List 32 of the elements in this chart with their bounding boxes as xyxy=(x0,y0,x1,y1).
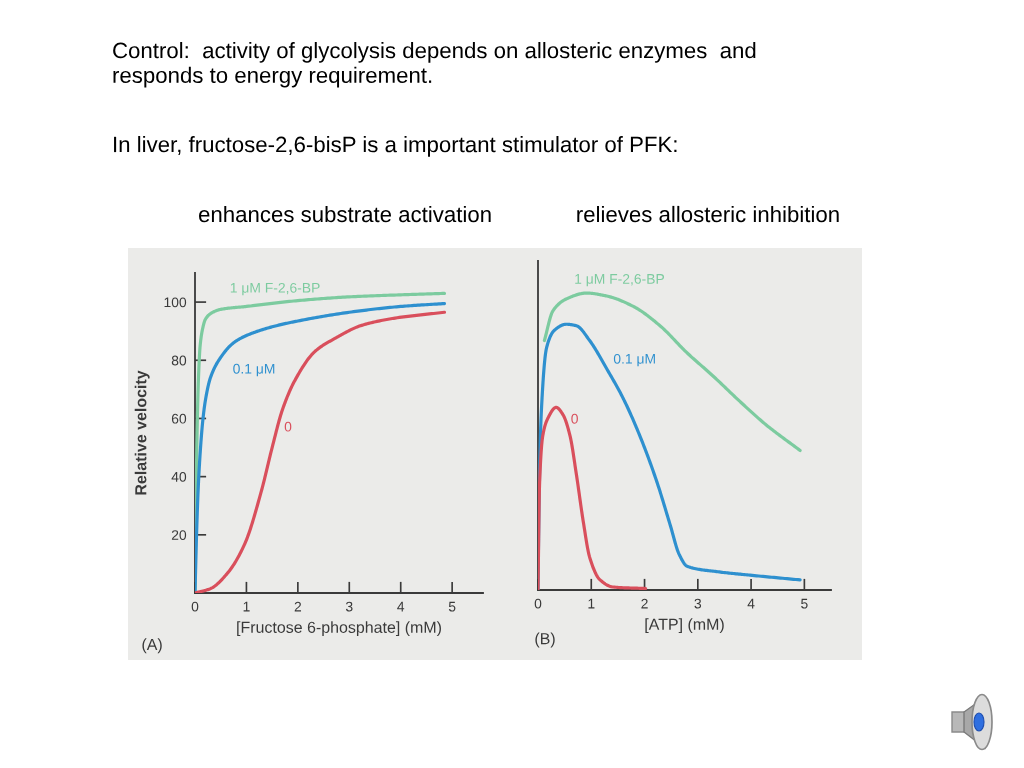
series-label: 0 xyxy=(284,421,292,432)
x-tick-label: 4 xyxy=(397,601,405,612)
x-tick-label: 1 xyxy=(588,598,595,609)
x-tick-label: 0 xyxy=(191,601,199,612)
x-tick-label: 0 xyxy=(534,598,542,609)
x-tick-label: 5 xyxy=(448,601,456,612)
x-tick-label: 4 xyxy=(747,598,755,609)
x-tick-label: 3 xyxy=(694,598,702,609)
x-tick-label: 2 xyxy=(641,598,648,609)
y-tick-label: 20 xyxy=(171,530,187,540)
series-label: 0.1 μM xyxy=(233,363,275,377)
series-label: 0.1 μM xyxy=(613,353,655,367)
x-tick-label: 1 xyxy=(243,601,250,612)
series-label: 1 μM F-2,6-BP xyxy=(575,273,665,287)
series-label: 0 xyxy=(571,413,578,424)
chart-title: relieves allosteric inhibition xyxy=(577,205,839,223)
x-tick-label: 2 xyxy=(294,601,302,612)
chart-title: enhances substrate activation xyxy=(199,205,491,223)
y-tick-label: 80 xyxy=(171,355,187,366)
x-tick-label: 3 xyxy=(345,601,353,612)
text: (A) xyxy=(142,638,162,654)
y-axis-title: Relative velocity xyxy=(134,370,150,495)
series-label: 1 μM F-2,6-BP xyxy=(230,282,320,296)
x-tick-label: 5 xyxy=(801,598,808,609)
x-axis-title: [Fructose 6-phosphate] (mM) xyxy=(237,621,441,637)
y-tick-label: 60 xyxy=(171,413,187,424)
text: In liver, fructose-2,6-bisP is a important stimulator of PFK: xyxy=(114,136,677,157)
text: (B) xyxy=(535,632,555,648)
y-tick-label: 100 xyxy=(164,297,187,308)
y-tick-label: 40 xyxy=(171,471,187,482)
text: Control: activity of glycolysis depends on allosteric enzymes and responds to energy requirement. xyxy=(113,42,756,88)
x-axis-title: [ATP] (mM) xyxy=(645,618,724,634)
